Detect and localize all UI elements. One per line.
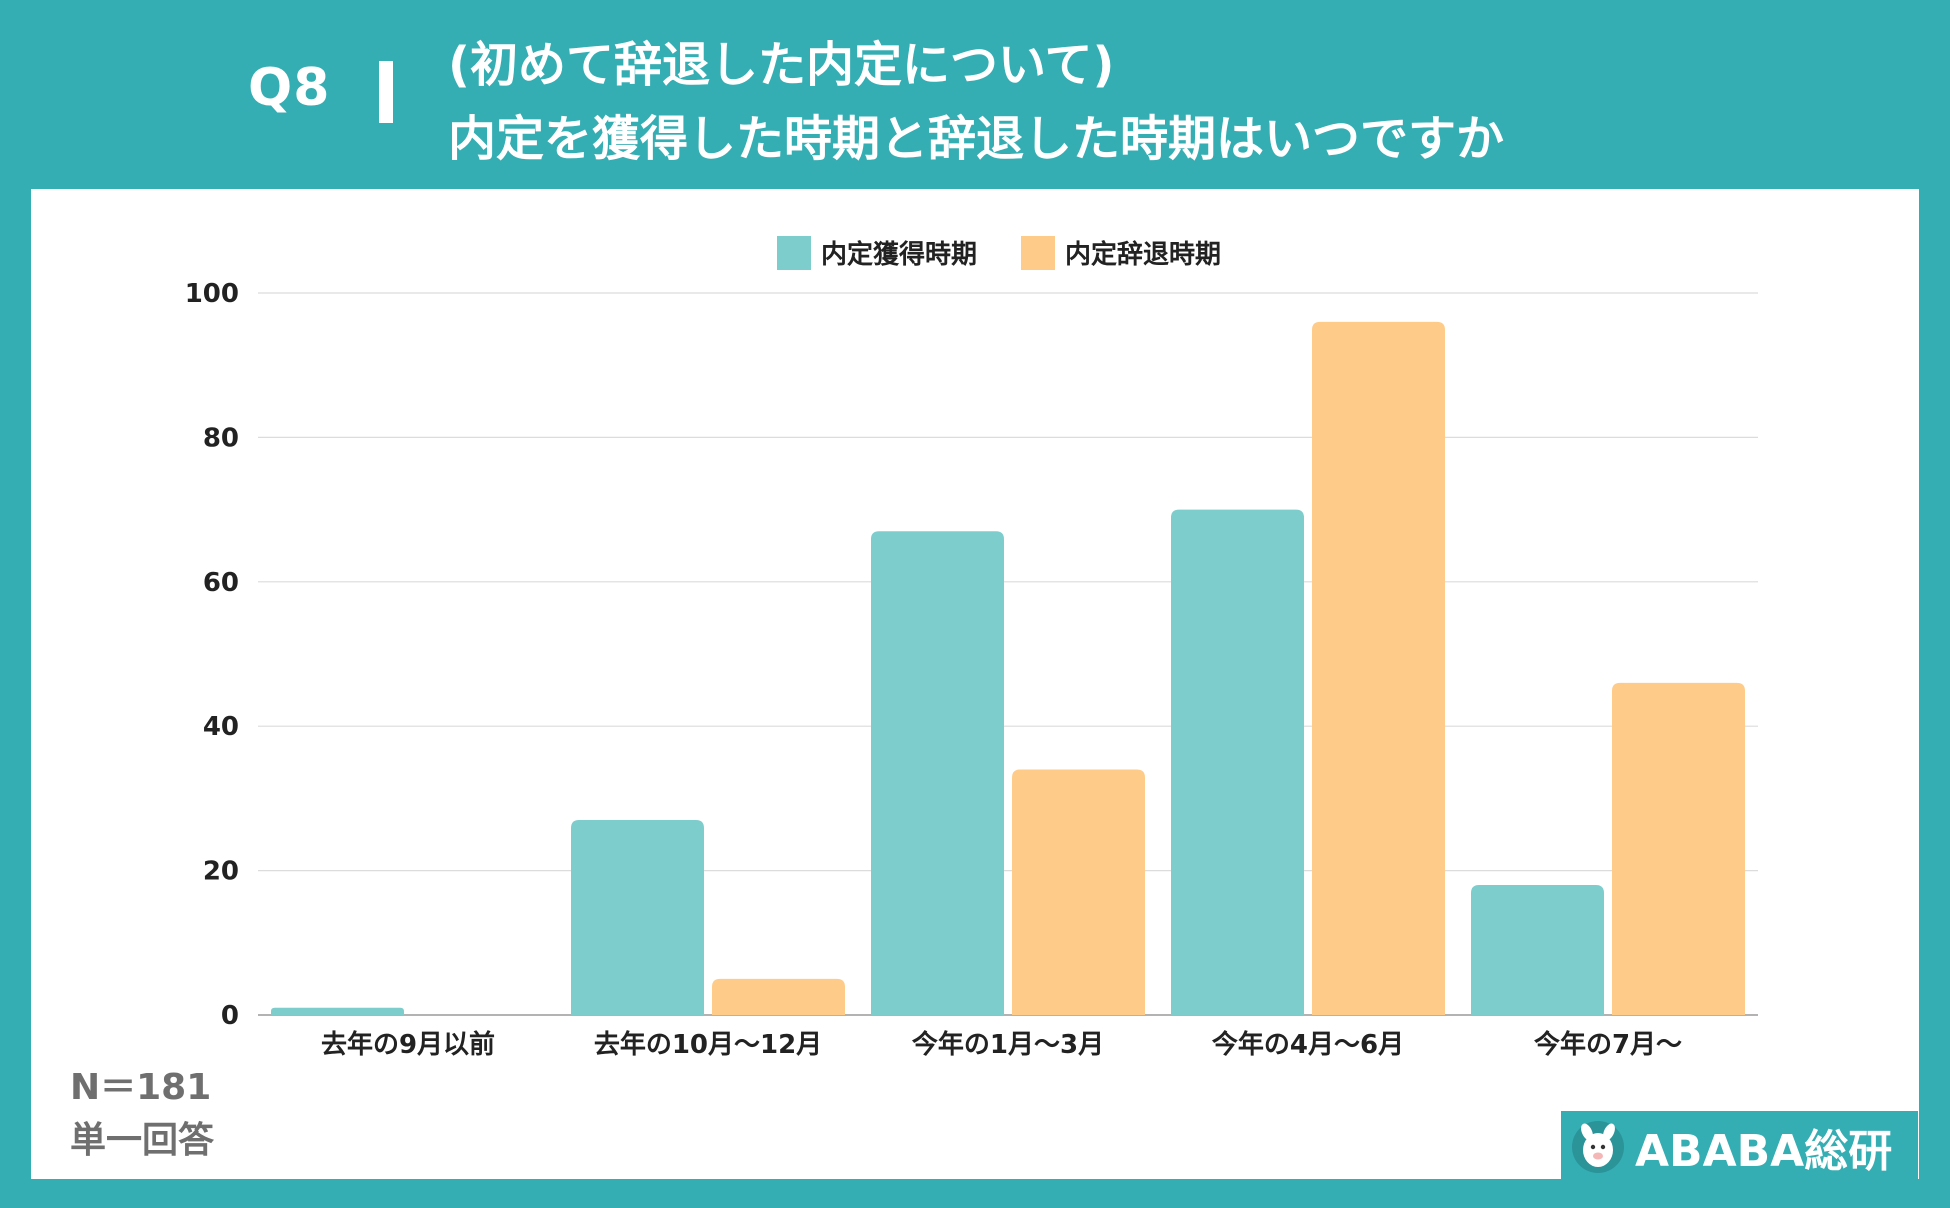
header: Q8 (初めて辞退した内定について) 内定を獲得した時期と辞退した時期はいつです… <box>0 0 1950 188</box>
legend-swatch <box>1021 236 1055 270</box>
brand-name: ABABA総研 <box>1635 1125 1893 1177</box>
bar-declined <box>1012 769 1145 1015</box>
bar-declined <box>1612 682 1745 1015</box>
title-line-2: 内定を獲得した時期と辞退した時期はいつですか <box>448 111 1505 167</box>
chart-panel: 0 20 40 60 80 100 去年の9月以前 去年の10月〜12月 今年の1月〜3月 今年の… <box>31 189 1919 1179</box>
y-tick-label: 40 <box>203 712 239 742</box>
bar-acquired <box>871 531 1004 1015</box>
bar-acquired <box>1471 885 1604 1015</box>
bar-declined <box>1312 321 1445 1015</box>
answer-type-note: 単一回答 <box>70 1120 215 1161</box>
bar-acquired <box>1171 509 1304 1015</box>
y-tick-label: 20 <box>203 857 239 887</box>
x-tick-label: 今年の7月〜 <box>1534 1029 1682 1060</box>
legend-label: 内定獲得時期 <box>821 239 977 270</box>
x-tick-label: 今年の1月〜3月 <box>912 1029 1104 1060</box>
bar-acquired <box>271 1007 404 1015</box>
bar-acquired <box>571 820 704 1015</box>
title-divider <box>379 61 393 123</box>
bar-chart: 0 20 40 60 80 100 去年の9月以前 去年の10月〜12月 今年の1月〜3月 今年の… <box>185 236 1758 1060</box>
alpaca-mascot-icon <box>1572 1120 1624 1173</box>
legend-swatch <box>777 236 811 270</box>
title-line-1: (初めて辞退した内定について) <box>448 37 1115 93</box>
question-number: Q8 <box>248 58 331 118</box>
y-tick-label: 60 <box>203 568 239 598</box>
x-tick-label: 今年の4月〜6月 <box>1212 1029 1404 1060</box>
brand-logo: ABABA総研 <box>1561 1111 1918 1182</box>
page-title: (初めて辞退した内定について) 内定を獲得した時期と辞退した時期はいつですか <box>448 28 1504 176</box>
x-tick-label: 去年の9月以前 <box>321 1029 495 1060</box>
x-tick-label: 去年の10月〜12月 <box>594 1029 822 1060</box>
bar-declined <box>712 978 845 1015</box>
y-tick-label: 100 <box>185 279 239 309</box>
legend-label: 内定辞退時期 <box>1065 239 1221 270</box>
y-tick-label: 80 <box>203 423 239 453</box>
y-tick-label: 0 <box>221 1001 239 1031</box>
sample-size-note: N＝181 <box>70 1067 212 1108</box>
